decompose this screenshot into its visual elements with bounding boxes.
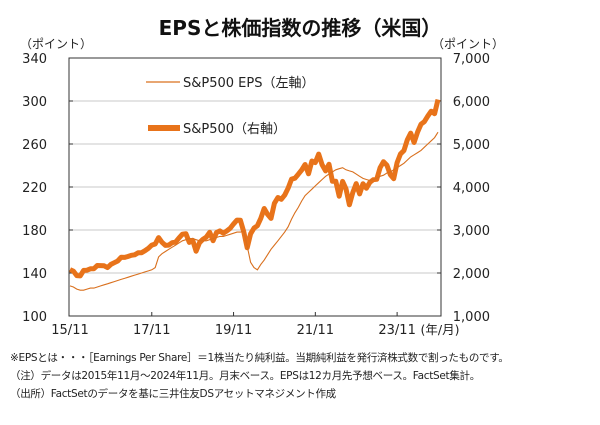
eps-sp500-chart: EPSと株価指数の推移（米国） （ポイント） （ポイント） 100 1,000 14… (20, 16, 504, 338)
footnote-eps-definition: ※EPSとは・・・［Earnings Per Share］＝1株当たり純利益。当… (10, 352, 509, 364)
footnote-data-note: （注）データは2015年11月～2024年11月。月末ベース。EPSは12カ月先… (10, 370, 480, 382)
x-tick-label: 21/11 (297, 323, 334, 338)
x-axis-unit: (年/月) (421, 322, 460, 337)
right-tick-label: 7,000 (453, 52, 490, 67)
left-tick-label: 140 (22, 267, 47, 282)
right-tick-label: 1,000 (453, 310, 490, 325)
right-tick-label: 3,000 (453, 224, 490, 239)
legend-eps-label: S&P500 EPS（左軸） (183, 76, 314, 91)
right-axis-unit: （ポイント） (432, 37, 504, 51)
sp500-line (68, 99, 441, 279)
right-tick-label: 4,000 (453, 181, 490, 196)
left-tick-label: 300 (22, 95, 47, 110)
right-tick-label: 2,000 (453, 267, 490, 282)
left-tick-label: 340 (22, 52, 47, 67)
legend: S&P500 EPS（左軸） S&P500（右軸） (146, 76, 314, 137)
x-tick-label: 19/11 (215, 323, 252, 338)
left-tick-label: 180 (22, 224, 47, 239)
x-tick-label: 23/11 (378, 323, 415, 338)
right-tick-label: 6,000 (453, 95, 490, 110)
chart-title: EPSと株価指数の推移（米国） (159, 16, 442, 40)
x-tick-label: 17/11 (133, 323, 170, 338)
left-axis-unit: （ポイント） (20, 37, 92, 51)
left-tick-label: 100 (22, 310, 47, 325)
left-tick-label: 260 (22, 138, 47, 153)
footnote-source: （出所）FactSetのデータを基に三井住友DSアセットマネジメント作成 (10, 388, 336, 400)
x-tick-label: 15/11 (51, 323, 88, 338)
legend-sp500-label: S&P500（右軸） (183, 122, 286, 137)
right-tick-label: 5,000 (453, 138, 490, 153)
left-tick-label: 220 (22, 181, 47, 196)
plot-frame (68, 57, 442, 317)
eps-line (69, 131, 439, 291)
